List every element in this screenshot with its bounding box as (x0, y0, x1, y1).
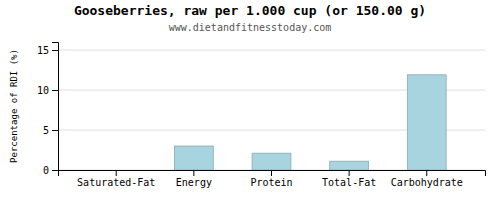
x-axis-line (59, 171, 486, 177)
title: Gooseberries, raw per 1.000 cup (or 150.… (74, 3, 426, 18)
y-axis-title: Percentage of RDI (%) (9, 49, 19, 163)
x-axis: Saturated-Fat Energy Protein Total-Fat Carbo… (59, 170, 486, 188)
y-tick-mark (52, 170, 58, 171)
x-tick: Protein (250, 170, 292, 188)
y-tick: 0 (43, 165, 58, 176)
bar (97, 170, 136, 171)
y-tick-label: 10 (37, 85, 49, 96)
x-tick-mark (116, 170, 117, 176)
x-tick-mark (349, 170, 350, 176)
y-axis: 0 5 10 15 (37, 43, 59, 176)
subtitle: www.dietandfitnesstoday.com (169, 22, 332, 33)
bar (407, 75, 446, 170)
y-tick: 10 (37, 85, 58, 96)
x-tick-label: Total-Fat (322, 177, 376, 188)
x-tick-label: Energy (176, 177, 212, 188)
y-tick-mark (52, 50, 58, 51)
x-tick: Saturated-Fat (77, 170, 155, 188)
x-tick-mark (193, 170, 194, 176)
y-tick-mark (52, 130, 58, 131)
y-tick-label: 15 (37, 45, 49, 56)
x-tick-label: Protein (250, 177, 292, 188)
x-tick-mark (426, 170, 427, 176)
bar (174, 146, 213, 170)
x-tick: Total-Fat (322, 170, 376, 188)
bar (252, 153, 291, 170)
chart: Gooseberries, raw per 1.000 cup (or 150.… (0, 0, 500, 200)
plot: 0 5 10 15 Saturated-Fat Energy Protein Total-Fa… (37, 43, 486, 189)
y-tick-mark (52, 90, 58, 91)
grid (58, 50, 485, 170)
y-tick: 5 (43, 125, 58, 136)
bars (174, 75, 446, 170)
y-tick-label: 0 (43, 165, 49, 176)
y-axis-line (52, 43, 59, 171)
x-tick-label: Carbohydrate (391, 177, 463, 188)
x-tick: Energy (176, 170, 212, 188)
x-tick: Carbohydrate (391, 170, 463, 188)
bar (330, 161, 369, 170)
x-tick-label: Saturated-Fat (77, 177, 155, 188)
x-tick-mark (271, 170, 272, 176)
y-tick-label: 5 (43, 125, 49, 136)
grid-line (58, 50, 485, 51)
y-tick: 15 (37, 45, 58, 56)
